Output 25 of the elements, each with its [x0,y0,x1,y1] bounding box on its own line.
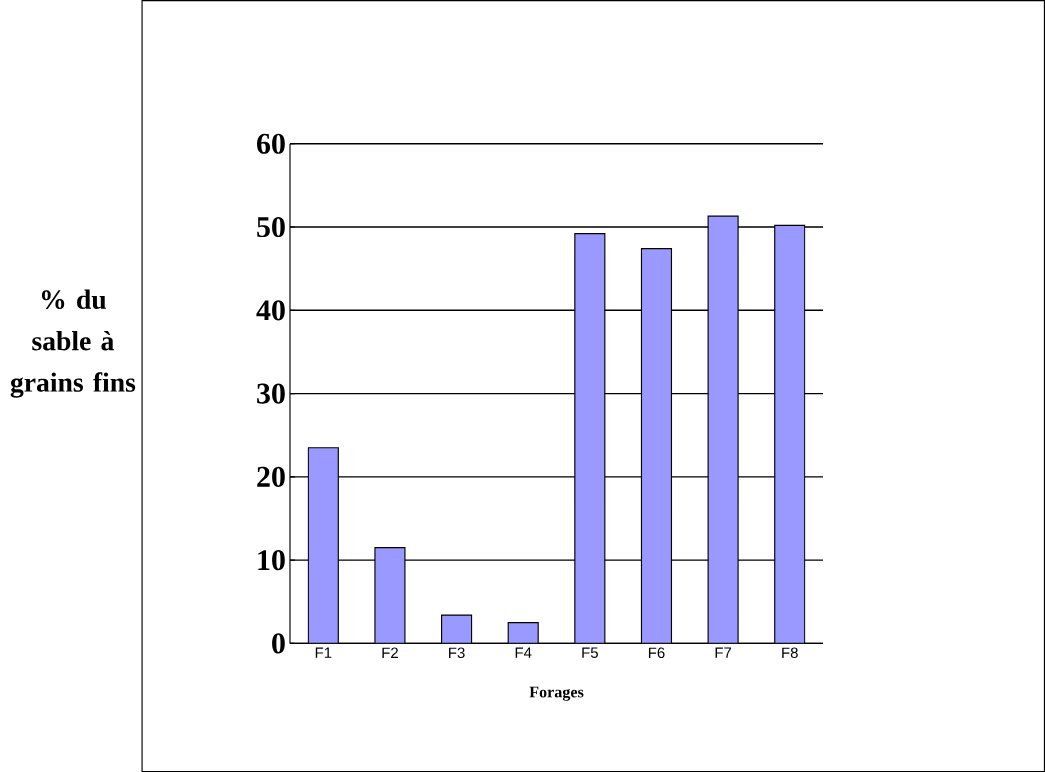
bar [641,248,672,644]
x-tick-label: F2 [382,647,398,658]
y-tick-label: 0 [272,633,285,654]
y-axis-title: % du sable à grains fins [10,289,136,398]
x-tick-label: F8 [782,647,798,658]
x-tick-label: F7 [715,647,732,658]
x-tick-label: F6 [648,647,665,658]
y-tick-label: 20 [257,466,285,487]
bar [708,216,739,644]
x-axis-title: Forages [529,686,584,701]
y-tick-label: 40 [256,300,285,321]
y-tick-label: 10 [258,549,285,571]
bar [308,447,339,644]
bar [508,622,539,644]
bar [574,233,605,644]
bar [441,614,472,644]
bar [374,547,405,644]
x-tick-label: F3 [449,647,465,658]
x-tick-label: F4 [515,647,532,658]
x-tick-label: F5 [582,647,598,658]
y-tick-label: 30 [257,383,285,404]
y-tick-label: 50 [257,216,285,237]
x-tick-label: F1 [315,647,332,658]
bar [774,224,806,644]
y-tick-label: 60 [257,133,285,154]
